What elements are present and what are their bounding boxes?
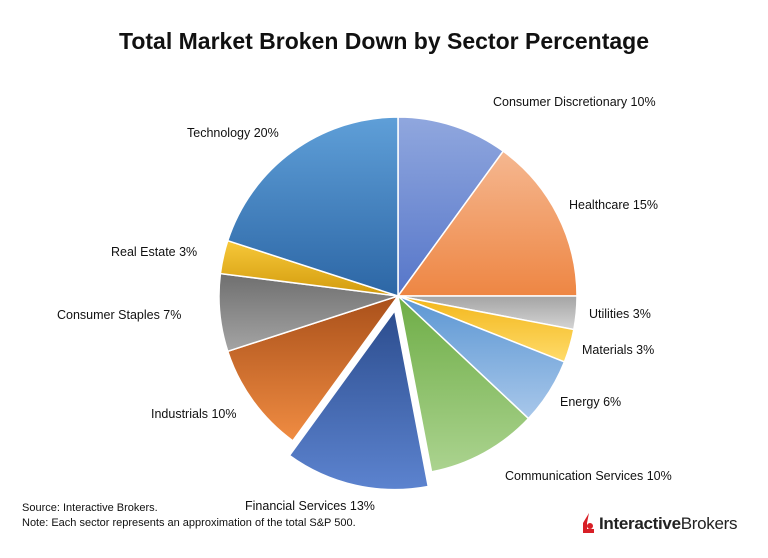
slice-label: Energy 6% — [560, 395, 622, 409]
slice-label: Technology 20% — [187, 126, 279, 140]
slice-technology — [226, 116, 399, 298]
slice-consumer-discretionary — [397, 116, 505, 299]
slice-healthcare — [396, 150, 578, 297]
slice-label: Materials 3% — [582, 343, 655, 357]
chart-title: Total Market Broken Down by Sector Perce… — [119, 28, 649, 54]
slice-label: Industrials 10% — [151, 407, 237, 421]
slice-label: Healthcare 15% — [569, 198, 658, 212]
slice-label: Consumer Staples 7% — [57, 308, 182, 322]
interactive-brokers-logo: InteractiveBrokers — [580, 513, 738, 535]
ib-flame-icon — [583, 513, 594, 533]
slice-industrials — [226, 294, 400, 442]
slice-label: Utilities 3% — [589, 307, 651, 321]
slice-financial-services — [288, 308, 430, 491]
source-note: Source: Interactive Brokers. — [22, 502, 158, 514]
slice-communication-services — [396, 293, 530, 473]
slice-label: Real Estate 3% — [111, 245, 198, 259]
footnote: Note: Each sector represents an approxim… — [22, 517, 356, 529]
slice-label: Consumer Discretionary 10% — [493, 95, 656, 109]
logo-text-interactive: Interactive — [599, 514, 681, 533]
logo-text-brokers: Brokers — [680, 514, 738, 533]
slice-label: Communication Services 10% — [505, 469, 672, 483]
slice-label: Financial Services 13% — [245, 499, 375, 513]
